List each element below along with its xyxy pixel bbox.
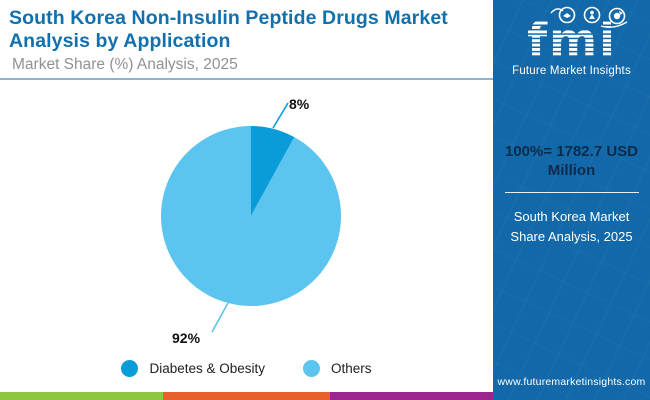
chart-legend: Diabetes & Obesity Others: [0, 360, 493, 377]
brand-sidebar: fmi Future Market Insights 100%= 1782.7 …: [493, 0, 650, 400]
chart-header: South Korea Non-Insulin Peptide Drugs Ma…: [0, 0, 493, 81]
legend-swatch-others-icon: [303, 360, 321, 377]
leader-line-others: [211, 302, 229, 333]
market-total-value: 100%= 1782.7 USD Million: [504, 143, 638, 179]
pie-slices: [161, 126, 342, 307]
page-subtitle: Market Share (%) Analysis, 2025: [12, 56, 238, 74]
logo-caption: Future Market Insights: [512, 65, 631, 77]
person-flag-icon: [583, 6, 600, 24]
header-divider: [0, 78, 493, 81]
sidebar-caption: South Korea Market Share Analysis, 2025: [510, 208, 633, 244]
strip-green: [0, 392, 163, 400]
legend-item-diabetes-obesity[interactable]: Diabetes & Obesity: [121, 360, 265, 377]
strip-purple: [330, 392, 493, 400]
leader-line-diabetes: [272, 102, 289, 129]
footer-color-strip: [0, 392, 493, 400]
legend-item-others[interactable]: Others: [303, 360, 372, 377]
legend-label: Diabetes & Obesity: [149, 361, 266, 376]
legend-swatch-diabetes-icon: [121, 360, 139, 377]
pie-slice-diabetes-obesity[interactable]: [251, 126, 295, 216]
fmi-logo-icon: fmi: [527, 6, 627, 67]
handshake-icon: [558, 6, 575, 24]
website-link[interactable]: www.futuremarketinsights.com: [497, 376, 646, 388]
fmi-logo-text: fmi: [527, 13, 617, 62]
page-title: South Korea Non-Insulin Peptide Drugs Ma…: [9, 7, 448, 52]
legend-label: Others: [331, 361, 372, 376]
strip-orange: [163, 392, 330, 400]
chart-panel: South Korea Non-Insulin Peptide Drugs Ma…: [0, 0, 493, 400]
sidebar-divider: [504, 191, 639, 193]
fmi-logo: fmi Future Market Insights: [493, 4, 650, 77]
globe-plane-icon: [608, 7, 625, 25]
pie-label-others: 92%: [172, 330, 201, 346]
pie-slice-others[interactable]: [161, 126, 342, 307]
pie-label-diabetes: 8%: [289, 96, 310, 112]
